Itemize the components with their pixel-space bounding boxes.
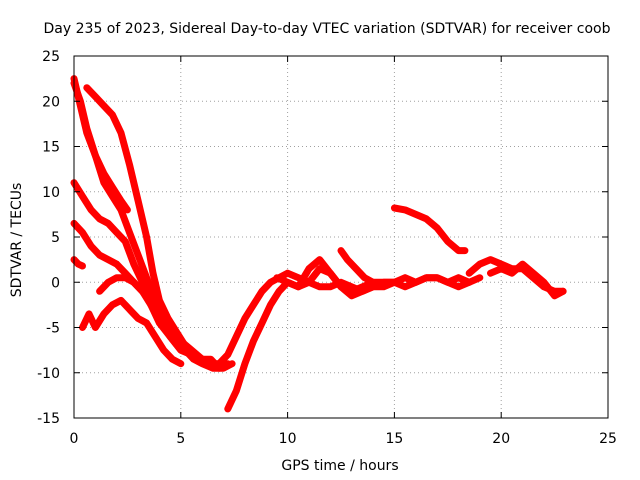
y-axis: -15 -10 -5 0 5 10 15 20 25: [37, 49, 608, 427]
series-line-track-f: [96, 274, 236, 372]
y-tick-label: 15: [42, 140, 60, 156]
y-axis-label: SDTVAR / TECUs: [9, 183, 25, 298]
y-tick-label: 0: [51, 275, 60, 291]
series-line-track-m: [390, 204, 469, 255]
grid: [74, 56, 608, 418]
x-tick-label: 25: [599, 431, 617, 447]
series-line-track-o: [487, 260, 567, 300]
series-line-track-l: [337, 247, 484, 291]
x-tick-label: 10: [279, 431, 297, 447]
x-axis: 0 5 10 15 20 25: [70, 56, 617, 447]
chart-title: Day 235 of 2023, Sidereal Day-to-day VTE…: [44, 21, 611, 37]
y-tick-label: -15: [37, 411, 60, 427]
y-tick-label: 20: [42, 94, 60, 110]
x-tick-label: 15: [385, 431, 403, 447]
y-tick-label: -10: [37, 366, 60, 382]
y-tick-label: 25: [42, 49, 60, 65]
y-tick-label: -5: [46, 321, 60, 337]
y-tick-label: 10: [42, 185, 60, 201]
series-line-track-k: [273, 256, 398, 300]
series-line-track-h: [70, 256, 86, 270]
y-tick-label: 5: [51, 230, 60, 246]
x-tick-label: 20: [492, 431, 510, 447]
x-axis-label: GPS time / hours: [281, 458, 398, 474]
series-line-track-g: [79, 296, 185, 368]
series-layer: [70, 75, 567, 413]
x-tick-label: 0: [70, 431, 79, 447]
x-tick-label: 5: [176, 431, 185, 447]
